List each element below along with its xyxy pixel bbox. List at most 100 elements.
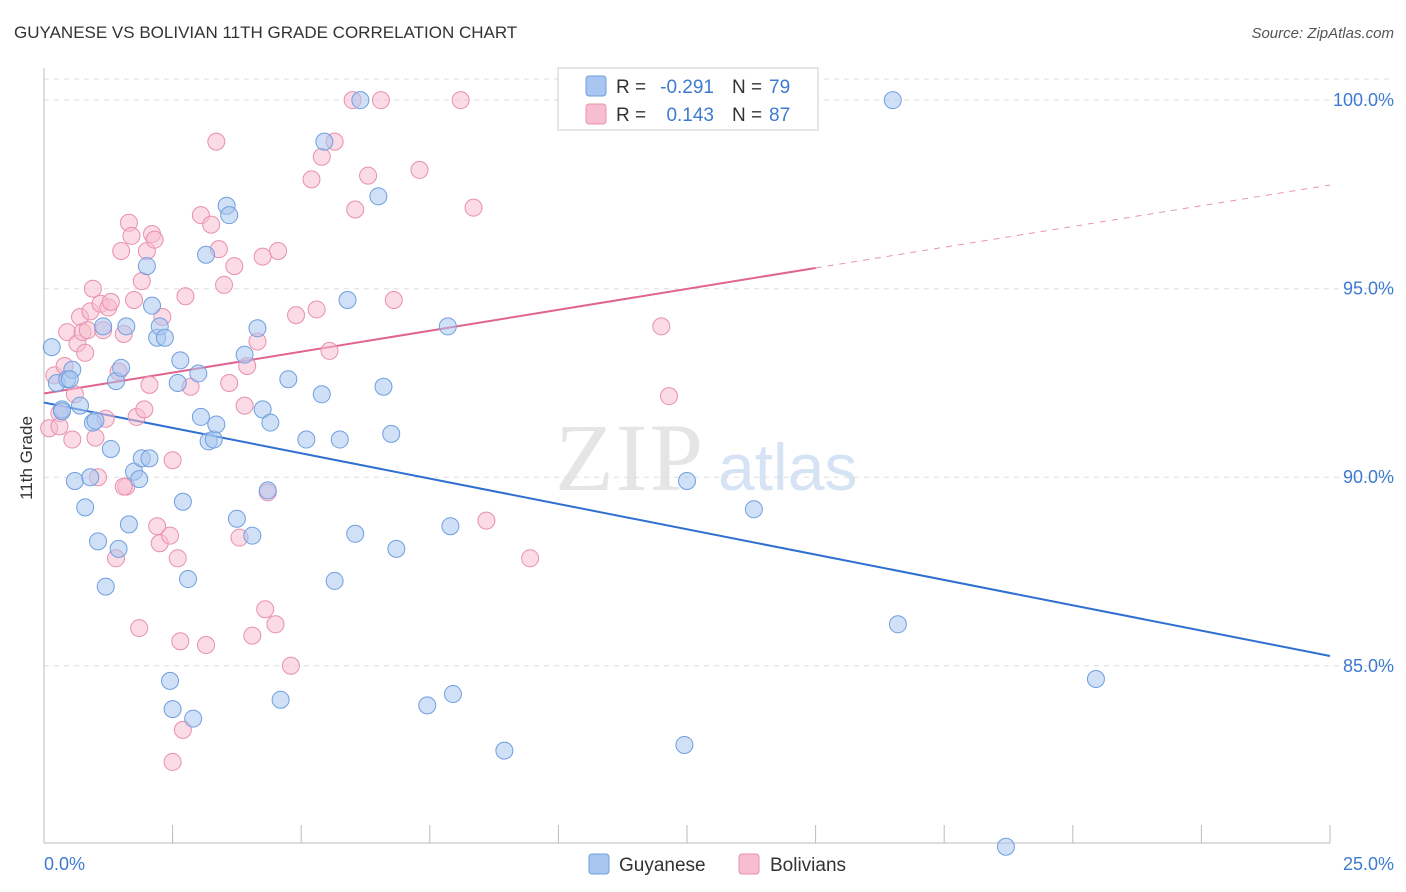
point-guyanese [235,345,254,364]
point-guyanese [130,470,149,489]
point-guyanese [253,400,272,419]
point-guyanese [117,317,136,336]
point-bolivians [256,600,275,619]
series-legend-label-bolivians: Bolivians [770,855,846,876]
series-legend: Guyanese Bolivians [588,853,846,876]
point-guyanese [996,837,1015,856]
point-bolivians [225,257,244,276]
point-guyanese [53,402,72,421]
point-guyanese [374,377,393,396]
point-guyanese [173,492,192,511]
point-guyanese [184,709,203,728]
x-axis: 0.0% 25.0% [43,68,1394,874]
point-guyanese [42,338,61,357]
legend-n-label-guyanese: N = [732,77,762,98]
point-bolivians [312,147,331,166]
trend-line-bolivians-extension [815,184,1331,269]
point-bolivians [521,549,540,568]
legend-n-label-bolivians: N = [732,105,762,126]
point-bolivians [371,91,390,110]
point-bolivians [78,321,97,340]
series-legend-label-guyanese: Guyanese [619,855,706,876]
point-guyanese [96,577,115,596]
chart-title: GUYANESE VS BOLIVIAN 11TH GRADE CORRELAT… [14,23,517,42]
point-guyanese [351,91,370,110]
point-bolivians [266,615,285,634]
point-guyanese [155,328,174,347]
point-bolivians [122,226,141,245]
point-bolivians [451,91,470,110]
point-guyanese [179,570,198,589]
point-guyanese [143,296,162,315]
point-bolivians [269,241,288,260]
legend-r-value-guyanese: -0.291 [660,77,714,98]
point-guyanese [101,439,120,458]
point-bolivians [176,287,195,306]
point-bolivians [410,160,429,179]
point-bolivians [86,428,105,447]
point-guyanese [883,91,902,110]
point-bolivians [161,526,180,545]
point-bolivians [207,132,226,151]
point-bolivians [464,198,483,217]
point-guyanese [438,317,457,336]
point-bolivians [132,272,151,291]
point-bolivians [125,291,144,310]
y-tick-label: 90.0% [1343,467,1394,487]
point-guyanese [140,449,159,468]
point-guyanese [227,509,246,528]
points-bolivians [40,91,678,771]
point-bolivians [112,241,131,260]
point-bolivians [135,400,154,419]
point-bolivians [215,275,234,294]
point-bolivians [163,752,182,771]
point-guyanese [161,671,180,690]
point-guyanese [279,370,298,389]
x-tick-label-min: 0.0% [44,854,85,874]
legend-swatch-guyanese [585,75,607,97]
point-bolivians [50,417,69,436]
point-guyanese [369,187,388,206]
legend-n-value-bolivians: 87 [769,105,790,126]
point-guyanese [678,472,696,491]
legend-swatch-bolivians [585,103,607,125]
point-bolivians [346,200,365,219]
point-guyanese [220,206,239,225]
trend-line-guyanese [43,401,1331,657]
point-bolivians [281,656,300,675]
point-bolivians [253,247,272,266]
point-bolivians [320,341,339,360]
point-guyanese [243,526,262,545]
point-guyanese [387,539,406,558]
point-guyanese [191,407,210,426]
trend-line-bolivians [43,266,816,395]
points-guyanese [42,91,1105,856]
point-bolivians [168,549,187,568]
legend-r-label-guyanese: R = [616,77,646,98]
series-legend-swatch-bolivians [738,853,760,875]
legend-r-label-bolivians: R = [616,105,646,126]
point-bolivians [202,215,221,234]
point-guyanese [346,524,365,543]
point-guyanese [168,373,187,392]
point-bolivians [197,636,216,655]
point-guyanese [1086,669,1105,688]
watermark-zip: ZIP [555,404,705,511]
point-bolivians [659,387,678,406]
point-guyanese [338,291,357,310]
y-axis-label: 11th Grade [17,416,36,500]
point-bolivians [477,511,496,530]
point-bolivians [83,279,102,298]
point-guyanese [418,696,437,715]
point-guyanese [315,132,334,151]
point-guyanese [312,385,331,404]
point-guyanese [675,735,694,754]
point-guyanese [495,741,514,760]
point-guyanese [258,481,277,500]
point-bolivians [173,720,192,739]
watermark: ZIP atlas [555,404,857,511]
point-bolivians [140,375,159,394]
point-bolivians [359,166,378,185]
watermark-atlas: atlas [718,430,857,504]
